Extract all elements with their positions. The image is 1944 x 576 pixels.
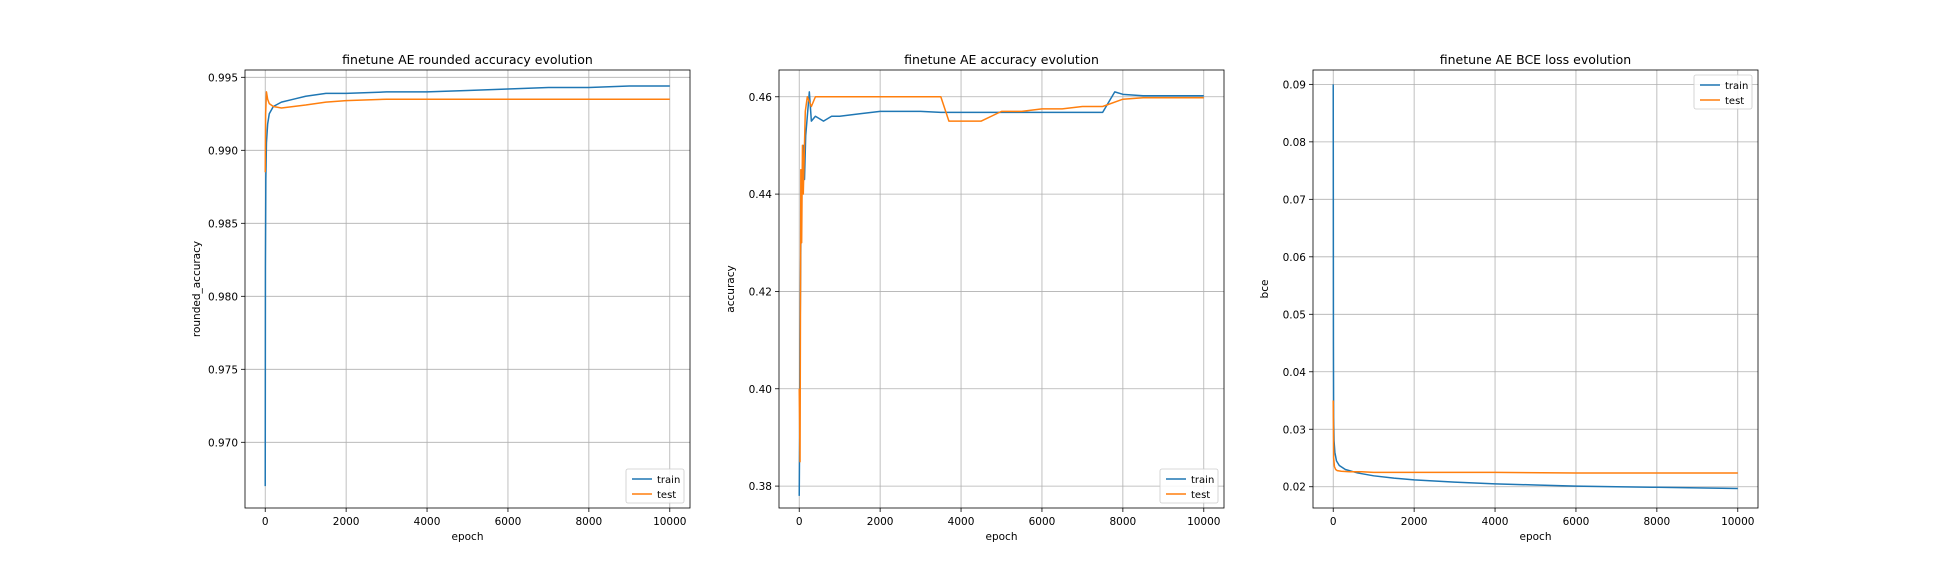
- y-tick-label: 0.07: [1283, 194, 1306, 206]
- legend-label-test: test: [657, 490, 676, 501]
- x-tick-label: 2000: [867, 516, 894, 528]
- y-tick-label: 0.970: [208, 437, 238, 449]
- series-line-test: [798, 96, 1204, 463]
- series-line-train: [264, 85, 670, 487]
- y-tick-label: 0.42: [749, 286, 772, 298]
- y-tick-label: 0.990: [208, 145, 238, 157]
- y-tick-label: 0.46: [749, 92, 773, 104]
- x-tick-label: 10000: [653, 516, 686, 528]
- plot-frame: [1312, 69, 1759, 509]
- chart-title: finetune AE accuracy evolution: [904, 52, 1099, 67]
- x-tick-label: 6000: [1029, 516, 1056, 528]
- x-tick-label: 4000: [1482, 516, 1509, 528]
- y-axis-label: accuracy: [725, 265, 737, 312]
- x-tick-label: 0: [1330, 516, 1337, 528]
- y-tick-label: 0.985: [208, 218, 238, 230]
- chart-title: finetune AE BCE loss evolution: [1440, 52, 1631, 67]
- legend-label-train: train: [657, 475, 680, 486]
- x-tick-label: 4000: [948, 516, 975, 528]
- y-tick-label: 0.04: [1283, 367, 1307, 379]
- legend-label-train: train: [1191, 475, 1214, 486]
- y-tick-label: 0.975: [208, 364, 238, 376]
- x-tick-label: 10000: [1187, 516, 1220, 528]
- y-tick-label: 0.44: [749, 189, 773, 201]
- legend: train test: [1159, 468, 1219, 504]
- x-tick-label: 2000: [1401, 516, 1428, 528]
- x-axis-label: epoch: [986, 531, 1018, 543]
- legend-label-test: test: [1725, 96, 1744, 107]
- chart-panel-2: 0 2000 4000 6000 8000 10000 0.38 0.40 0.42 0.44 0.…: [725, 52, 1225, 543]
- series-line-train: [1332, 84, 1738, 490]
- y-tick-label: 0.995: [208, 72, 238, 84]
- x-tick-label: 4000: [414, 516, 441, 528]
- legend-label-train: train: [1725, 81, 1748, 92]
- y-tick-label: 0.38: [749, 481, 772, 493]
- x-tick-label: 10000: [1721, 516, 1754, 528]
- legend-label-test: test: [1191, 490, 1210, 501]
- x-tick-label: 6000: [495, 516, 522, 528]
- series-line-test: [264, 91, 670, 173]
- x-axis-label: epoch: [452, 531, 484, 543]
- series-line-train: [798, 91, 1204, 496]
- y-tick-label: 0.06: [1283, 252, 1307, 264]
- x-tick-label: 6000: [1563, 516, 1590, 528]
- chart-title: finetune AE rounded accuracy evolution: [342, 52, 593, 67]
- legend: train test: [1693, 74, 1753, 110]
- x-tick-label: 0: [796, 516, 803, 528]
- x-tick-label: 2000: [333, 516, 360, 528]
- x-tick-label: 8000: [575, 516, 602, 528]
- chart-panel-1: 0 2000 4000 6000 8000 10000 0.970 0.975 0.980 0.9…: [191, 52, 691, 543]
- chart-panel-3: 0 2000 4000 6000 8000 10000 0.02 0.03 0.04 0.05 0.…: [1259, 52, 1759, 543]
- x-axis-label: epoch: [1520, 531, 1552, 543]
- y-tick-label: 0.40: [749, 384, 772, 396]
- y-tick-label: 0.980: [208, 291, 238, 303]
- y-axis-label: rounded_accuracy: [191, 241, 203, 337]
- x-tick-label: 8000: [1109, 516, 1136, 528]
- y-tick-label: 0.05: [1283, 309, 1306, 321]
- x-tick-label: 0: [262, 516, 269, 528]
- y-tick-label: 0.03: [1283, 424, 1306, 436]
- y-tick-label: 0.02: [1283, 482, 1306, 494]
- y-axis-label: bce: [1259, 280, 1271, 299]
- y-tick-label: 0.09: [1283, 79, 1306, 91]
- series-line-test: [1332, 400, 1738, 474]
- plot-frame: [778, 69, 1225, 509]
- legend: train test: [625, 468, 685, 504]
- plot-frame: [244, 69, 691, 509]
- x-tick-label: 8000: [1643, 516, 1670, 528]
- y-tick-label: 0.08: [1283, 137, 1306, 149]
